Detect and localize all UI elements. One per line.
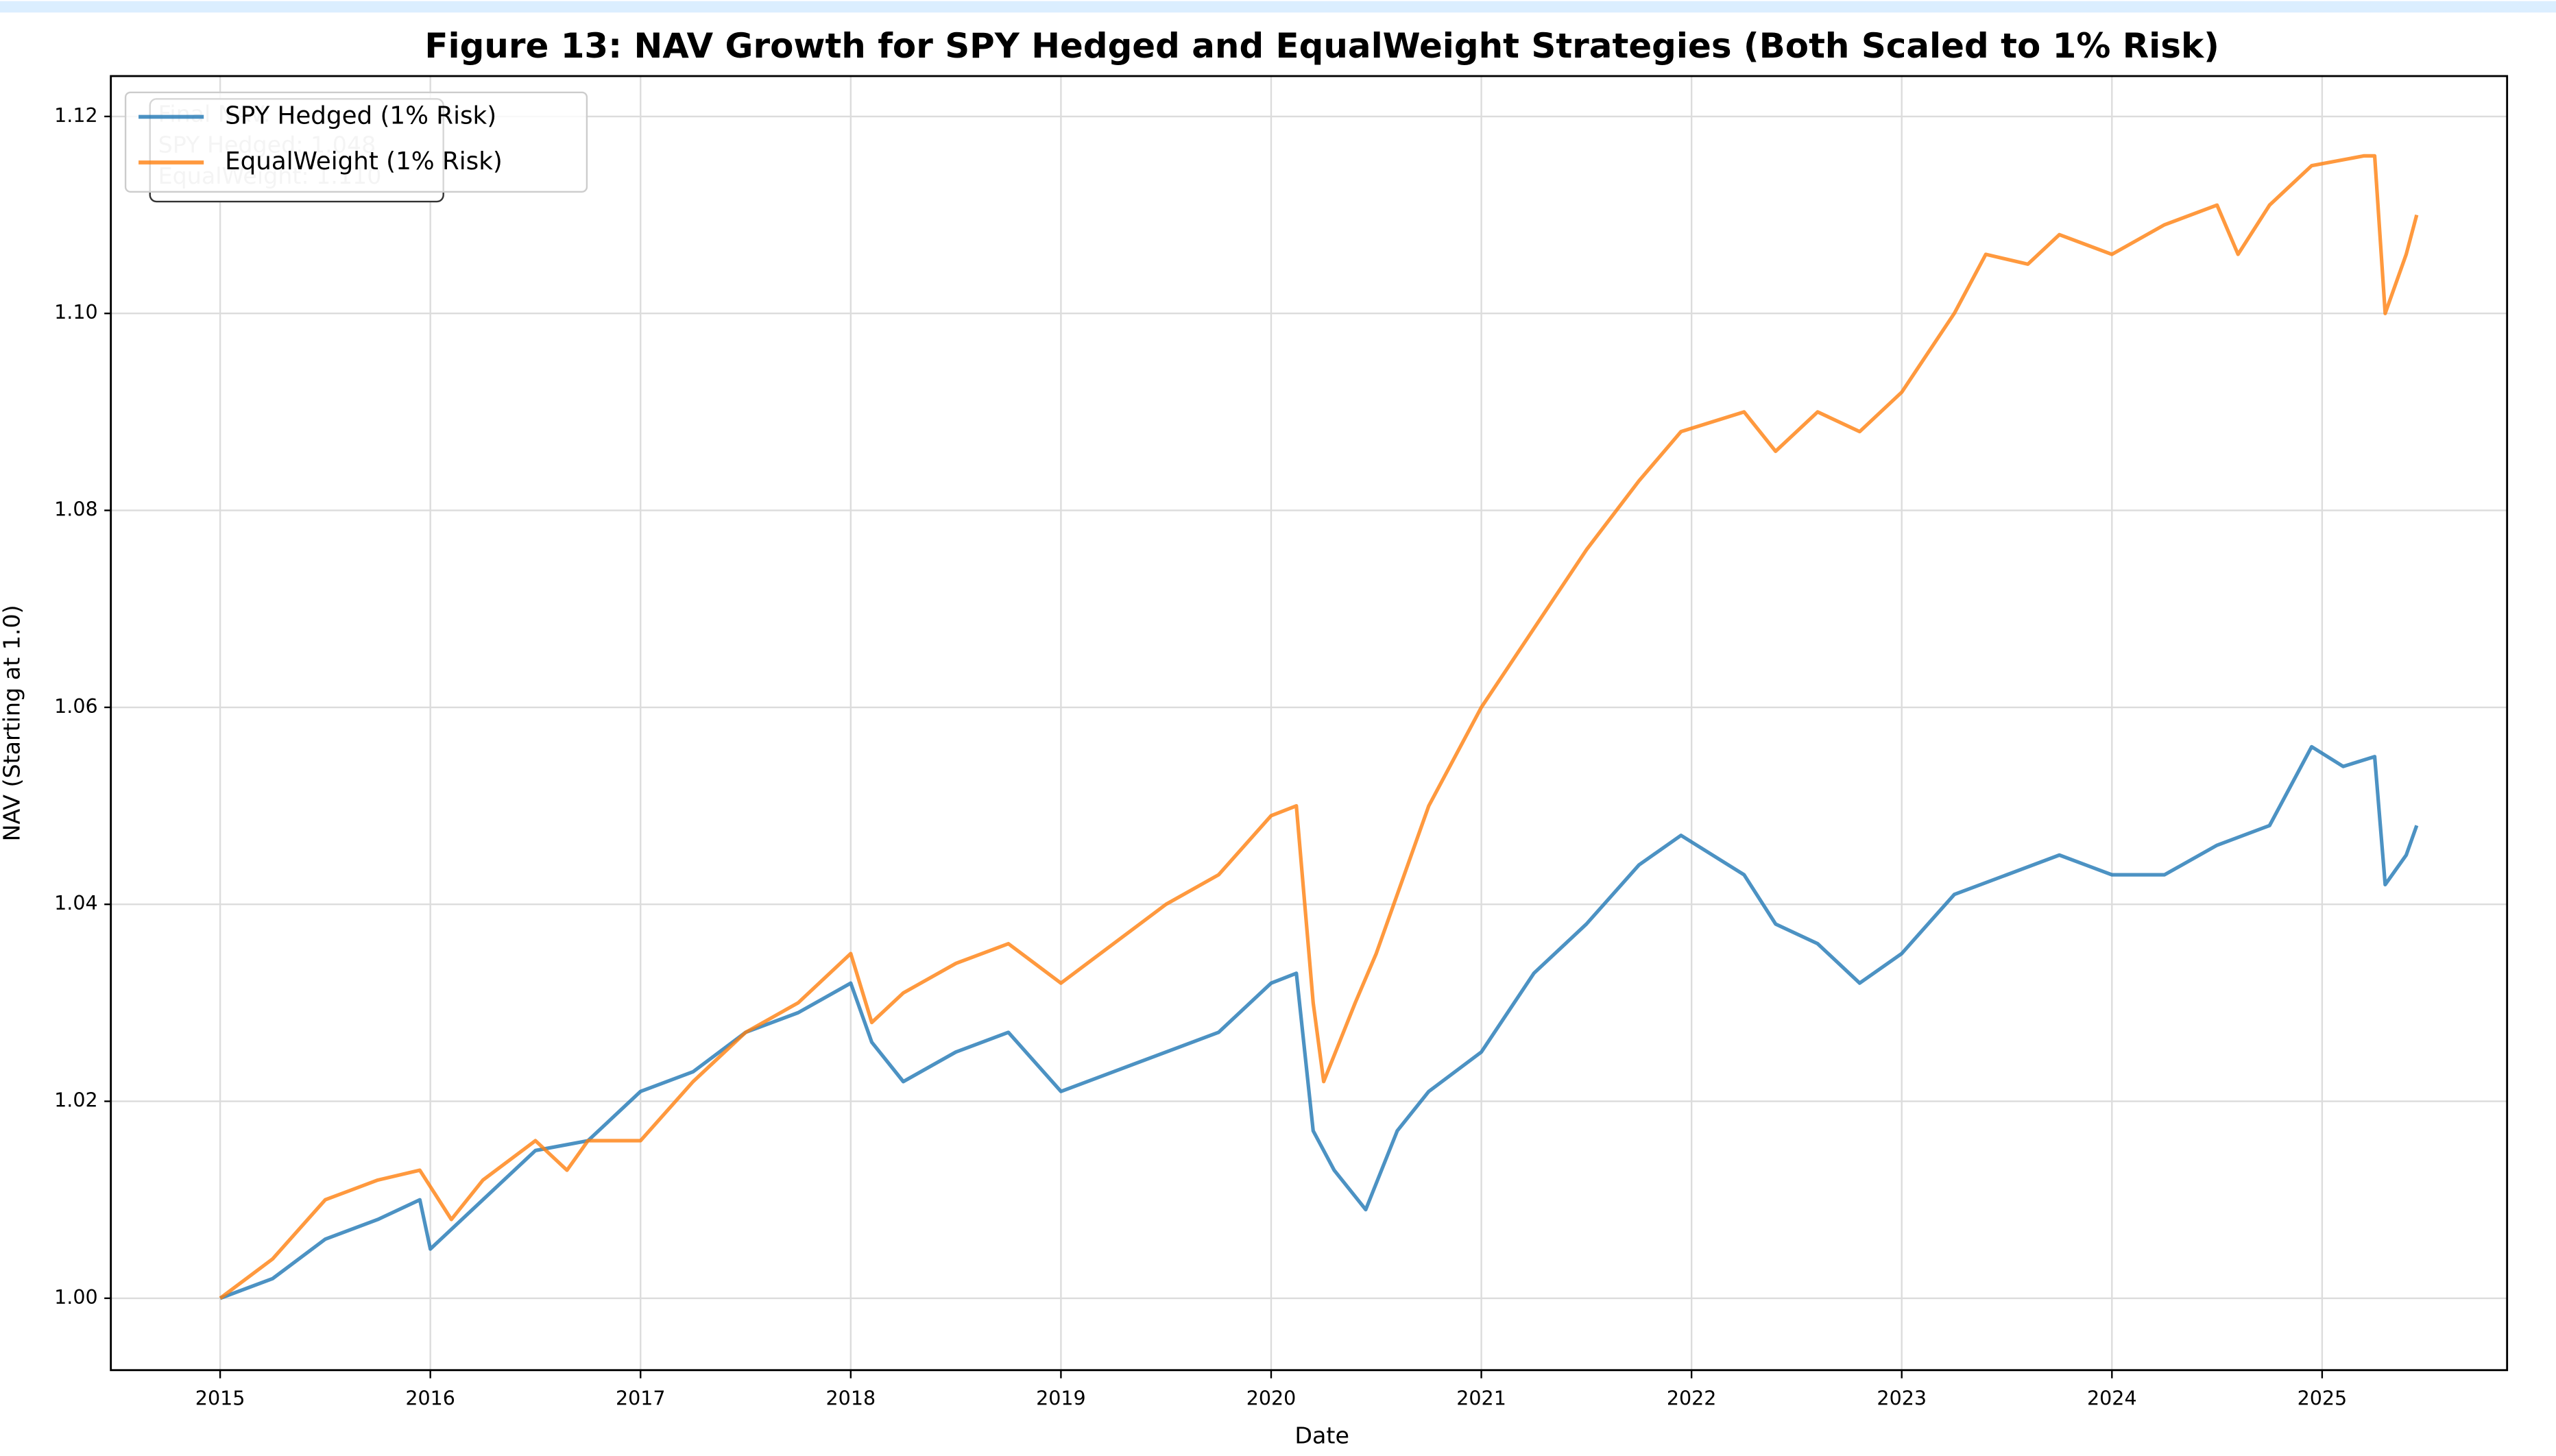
x-tick-label: 2025 [2298,1387,2348,1410]
y-tick-label: 1.08 [54,498,97,521]
grid: 1.00 1.02 1.04 1.06 1.08 1.10 1.12 2015 2016 2017… [54,75,2507,1410]
legend-label: EqualWeight (1% Risk) [225,147,503,175]
series-line [219,744,2419,1300]
y-tick-label: 1.12 [54,104,97,127]
y-tick-label: 1.00 [54,1286,97,1309]
x-tick-label: 2017 [616,1387,666,1410]
legend-label: SPY Hedged (1% Risk) [225,101,496,130]
plot-data [219,154,2419,1300]
x-tick-label: 2024 [2087,1387,2137,1410]
plot-frame [110,75,2509,1372]
x-tick-label: 2022 [1667,1387,1717,1410]
y-axis-label: NAV (Starting at 1.0) [0,605,25,841]
legend: SPY Hedged (1% Risk) EqualWeight (1% Risk… [124,91,588,193]
legend-box [124,91,588,193]
x-tick-label: 2018 [826,1387,876,1410]
y-tick-label: 1.10 [54,301,97,324]
chart-title: Figure 13: NAV Growth for SPY Hedged and… [424,26,2219,66]
x-tick-label: 2023 [1877,1387,1927,1410]
x-tick-label: 2021 [1456,1387,1506,1410]
x-tick-label: 2015 [195,1387,245,1410]
x-tick-label: 2020 [1246,1387,1297,1410]
series-line [219,154,2419,1300]
y-tick-label: 1.06 [54,695,97,718]
x-tick-label: 2016 [405,1387,455,1410]
top-strip [0,1,2556,13]
y-tick-label: 1.04 [54,892,97,914]
x-tick-label: 2019 [1036,1387,1086,1410]
y-tick-label: 1.02 [54,1089,97,1112]
x-axis-label: Date [1294,1422,1349,1449]
